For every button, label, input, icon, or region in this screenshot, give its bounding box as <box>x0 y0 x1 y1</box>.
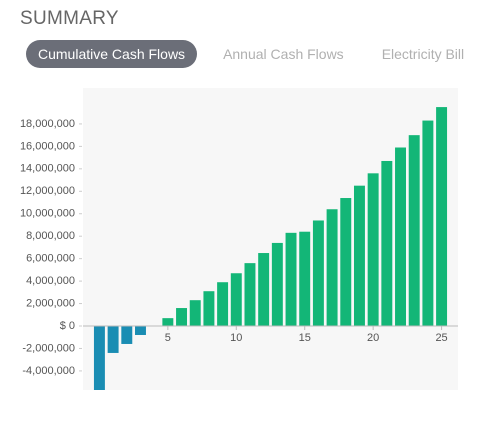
bar <box>353 185 365 327</box>
bar <box>367 173 379 327</box>
bar <box>408 135 420 327</box>
tabs: Cumulative Cash Flows Annual Cash Flows El… <box>26 40 477 68</box>
x-tick-label: 20 <box>367 332 379 344</box>
bar <box>326 209 338 327</box>
bar <box>230 273 242 327</box>
bar <box>285 232 297 327</box>
bar <box>162 318 174 327</box>
tab[interactable]: Annual Cash Flows <box>223 46 344 62</box>
bar <box>395 147 406 327</box>
y-tick-label: 12,000,000 <box>20 185 75 197</box>
bar <box>312 220 324 327</box>
bar <box>244 263 256 327</box>
x-tick-label: 15 <box>299 332 311 344</box>
y-tick-label: 4,000,000 <box>26 275 75 287</box>
bar <box>422 120 434 327</box>
x-tick-label: 10 <box>230 332 242 344</box>
y-tick-label: -2,000,000 <box>22 342 75 354</box>
y-tick-label: 2,000,000 <box>26 297 75 309</box>
bar <box>217 282 229 327</box>
bar <box>189 300 201 327</box>
y-tick-label: 8,000,000 <box>26 230 75 242</box>
bar <box>93 326 105 390</box>
y-tick-label: 14,000,000 <box>20 163 75 175</box>
bar <box>176 308 188 327</box>
bar <box>299 231 311 327</box>
tab[interactable]: Electricity Bill <box>381 46 465 62</box>
y-tick-label: $ 0 <box>60 320 75 332</box>
bar <box>121 326 133 344</box>
bar <box>107 326 119 353</box>
x-tick-label: 5 <box>165 332 171 344</box>
y-tick-label: 18,000,000 <box>20 118 75 130</box>
y-tick-label: 10,000,000 <box>20 208 75 220</box>
bar <box>135 326 146 335</box>
summary-title: SUMMARY <box>20 8 119 29</box>
tab[interactable]: Cumulative Cash Flows <box>26 40 198 68</box>
bar <box>258 253 270 327</box>
y-tick-label: -4,000,000 <box>22 365 75 377</box>
bar <box>203 291 215 327</box>
y-tick-label: 6,000,000 <box>26 253 75 265</box>
bar <box>436 107 448 327</box>
x-tick-label: 25 <box>435 332 447 344</box>
bar <box>271 242 283 327</box>
bar <box>381 160 393 327</box>
y-tick-label: 16,000,000 <box>20 140 75 152</box>
bar <box>340 198 352 327</box>
